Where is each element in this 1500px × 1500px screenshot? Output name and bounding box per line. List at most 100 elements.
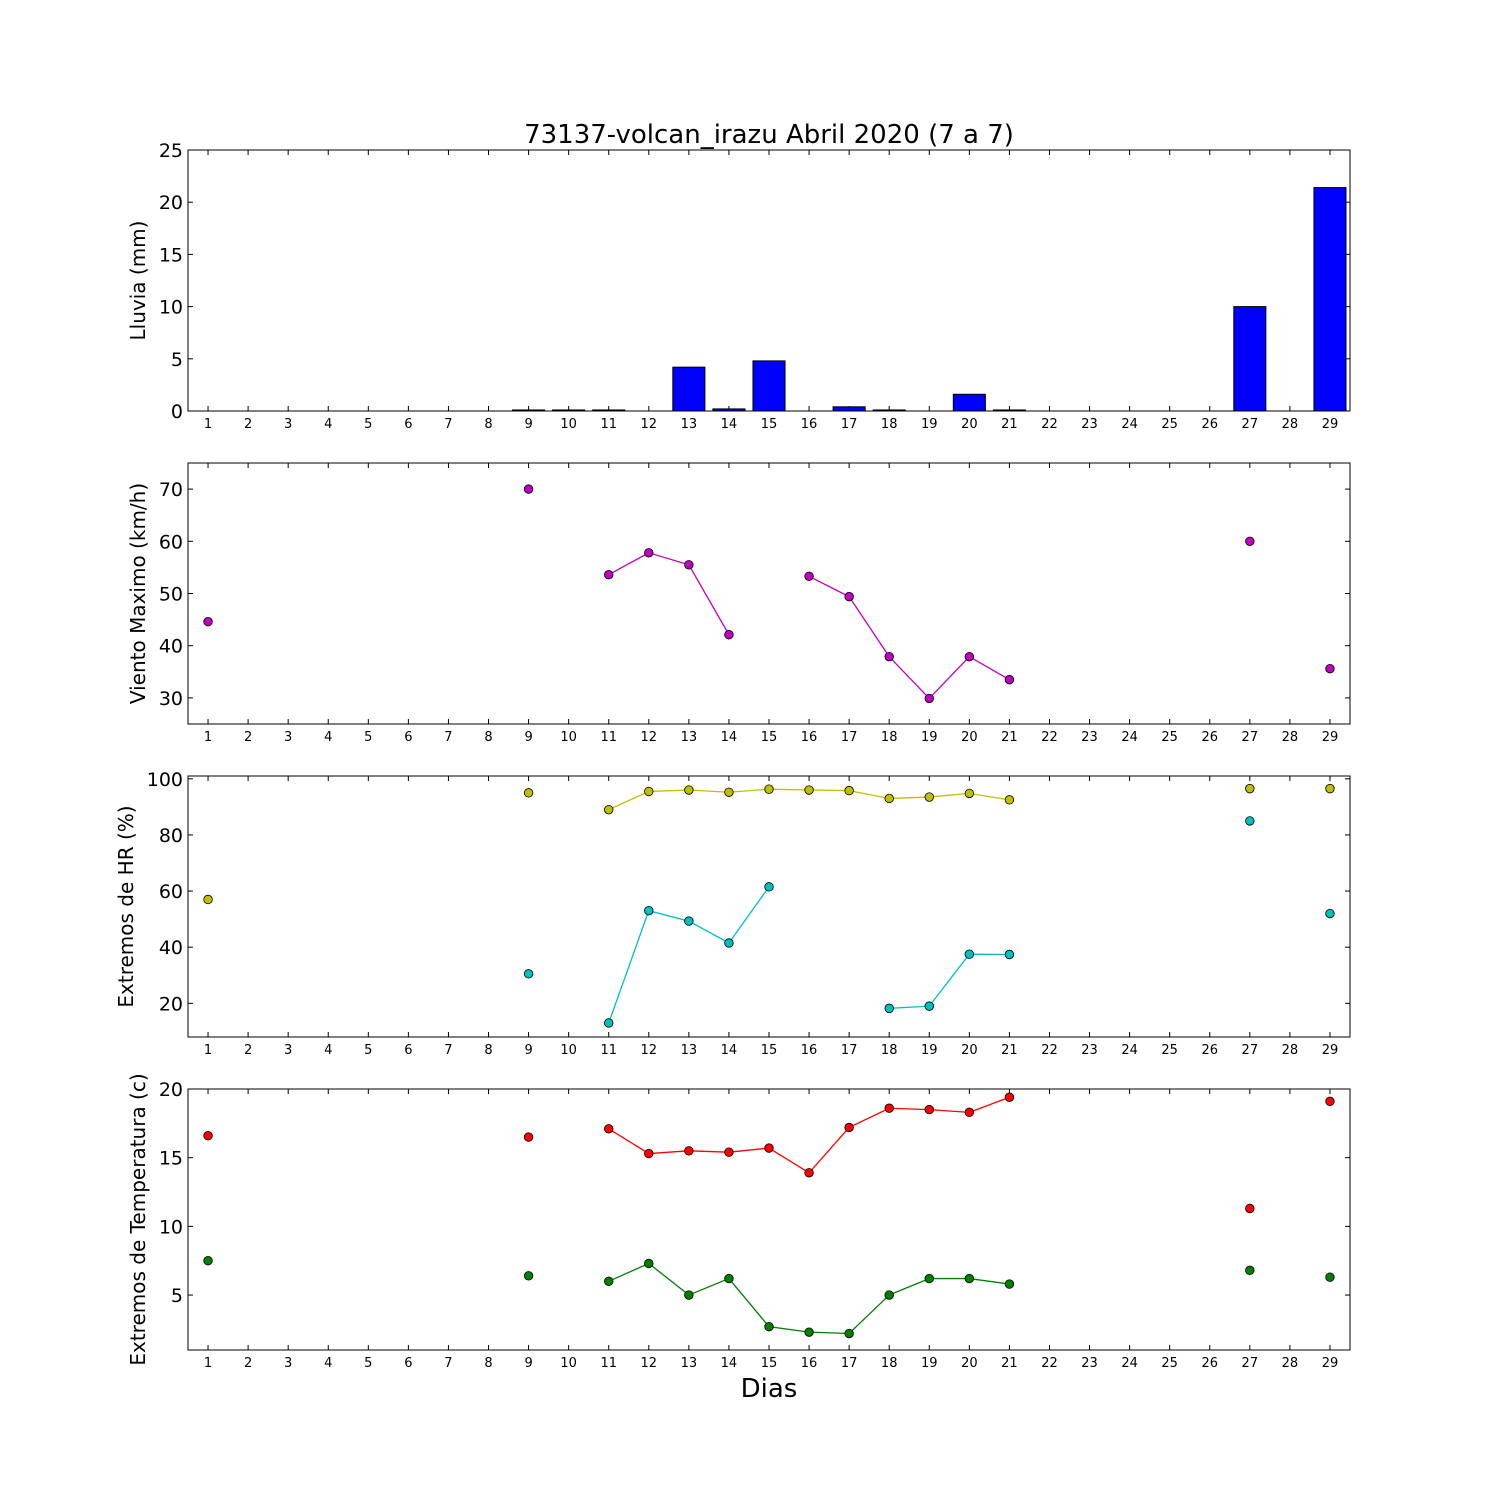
x-tick-label: 3 (284, 730, 292, 745)
x-tick-label: 23 (1081, 730, 1098, 745)
series-1-point (844, 1122, 854, 1133)
x-tick-label: 10 (560, 1356, 577, 1371)
series-1-point (724, 1147, 734, 1157)
x-tick-label: 2 (244, 1356, 252, 1371)
series-2-point (604, 1276, 614, 1287)
x-tick-label: 19 (921, 1356, 938, 1371)
x-tick-label: 12 (641, 417, 658, 432)
x-tick-label: 17 (841, 730, 858, 745)
x-tick-label: 8 (484, 1043, 492, 1058)
x-tick-label: 25 (1161, 417, 1178, 432)
y-tick-label: 40 (159, 636, 183, 658)
series-1-point (724, 630, 734, 640)
y-axis-label: Lluvia (mm) (126, 221, 150, 341)
series-2-point (764, 882, 774, 892)
x-tick-label: 12 (641, 730, 658, 745)
x-tick-label: 14 (721, 417, 738, 432)
y-tick-label: 25 (159, 140, 183, 162)
x-tick-label: 6 (404, 1356, 412, 1371)
x-tick-label: 20 (961, 1356, 978, 1371)
x-tick-label: 12 (641, 1043, 658, 1058)
x-tick-label: 7 (444, 417, 452, 432)
series-1-point (764, 784, 774, 794)
series-1-point (924, 693, 934, 704)
series-1-line (608, 552, 730, 636)
x-tick-label: 8 (484, 1356, 492, 1371)
rain-bar (1313, 187, 1347, 412)
series-1-point (684, 1146, 694, 1156)
series-1-point (1004, 674, 1015, 685)
series-1-point (764, 1143, 774, 1153)
x-tick-label: 17 (841, 1356, 858, 1371)
x-tick-label: 6 (404, 730, 412, 745)
x-tick-label: 5 (364, 417, 372, 432)
x-tick-label: 22 (1041, 1356, 1058, 1371)
series-2-point (1004, 1279, 1015, 1289)
series-1-point (884, 793, 894, 804)
x-tick-label: 1 (204, 1043, 212, 1058)
x-tick-label: 27 (1242, 1356, 1259, 1371)
series-2-point (684, 1290, 694, 1300)
x-tick-label: 4 (324, 1356, 332, 1371)
x-tick-label: 5 (364, 730, 372, 745)
series-1-point (804, 785, 814, 795)
series-1-line (808, 575, 1010, 700)
series-2-point (604, 1018, 614, 1028)
x-tick-label: 7 (444, 730, 452, 745)
x-tick-label: 14 (721, 1043, 738, 1058)
series-1-point (1245, 536, 1255, 547)
series-1-point (924, 1104, 934, 1115)
x-tick-label: 9 (524, 730, 532, 745)
series-1-line (608, 1096, 1010, 1174)
x-tick-label: 27 (1242, 417, 1259, 432)
x-tick-label: 19 (921, 417, 938, 432)
x-tick-label: 22 (1041, 1043, 1058, 1058)
series-2-point (644, 1258, 654, 1269)
y-tick-label: 60 (159, 531, 183, 553)
x-tick-label: 21 (1001, 1043, 1018, 1058)
series-1-point (844, 591, 854, 602)
y-tick-label: 80 (159, 825, 183, 847)
x-tick-label: 19 (921, 730, 938, 745)
x-tick-label: 9 (524, 1043, 532, 1058)
x-tick-label: 1 (204, 417, 212, 432)
x-tick-label: 17 (841, 417, 858, 432)
series-2-point (1245, 816, 1255, 826)
series-2-point (203, 1256, 213, 1266)
rain-bar (512, 409, 546, 412)
x-tick-label: 1 (204, 1356, 212, 1371)
x-tick-label: 29 (1322, 1043, 1339, 1058)
rain-bar (672, 366, 706, 412)
x-tick-label: 18 (881, 417, 898, 432)
series-1-point (1004, 795, 1015, 805)
series-2-point (964, 1273, 975, 1284)
rain-bar (992, 409, 1026, 412)
x-tick-label: 26 (1201, 730, 1218, 745)
x-tick-label: 29 (1322, 1356, 1339, 1371)
y-tick-label: 60 (159, 881, 183, 903)
series-1-point (804, 1168, 814, 1178)
series-1-point (644, 1148, 654, 1159)
y-tick-label: 70 (159, 479, 183, 501)
series-1-point (203, 1131, 213, 1141)
axes-frame (187, 1088, 1351, 1351)
x-axis-label: Dias (741, 1374, 798, 1404)
x-tick-label: 21 (1001, 417, 1018, 432)
x-tick-label: 20 (961, 417, 978, 432)
x-tick-label: 14 (721, 730, 738, 745)
x-tick-label: 18 (881, 1043, 898, 1058)
rain-bar (712, 408, 746, 412)
x-tick-label: 7 (444, 1356, 452, 1371)
x-tick-label: 4 (324, 730, 332, 745)
x-tick-label: 2 (244, 730, 252, 745)
series-1-point (203, 616, 213, 627)
x-tick-label: 21 (1001, 1356, 1018, 1371)
series-1-point (1004, 1092, 1015, 1102)
x-tick-label: 13 (681, 1043, 698, 1058)
x-tick-label: 26 (1201, 417, 1218, 432)
x-tick-label: 22 (1041, 417, 1058, 432)
x-tick-label: 11 (600, 1043, 617, 1058)
x-tick-label: 15 (761, 1356, 778, 1371)
